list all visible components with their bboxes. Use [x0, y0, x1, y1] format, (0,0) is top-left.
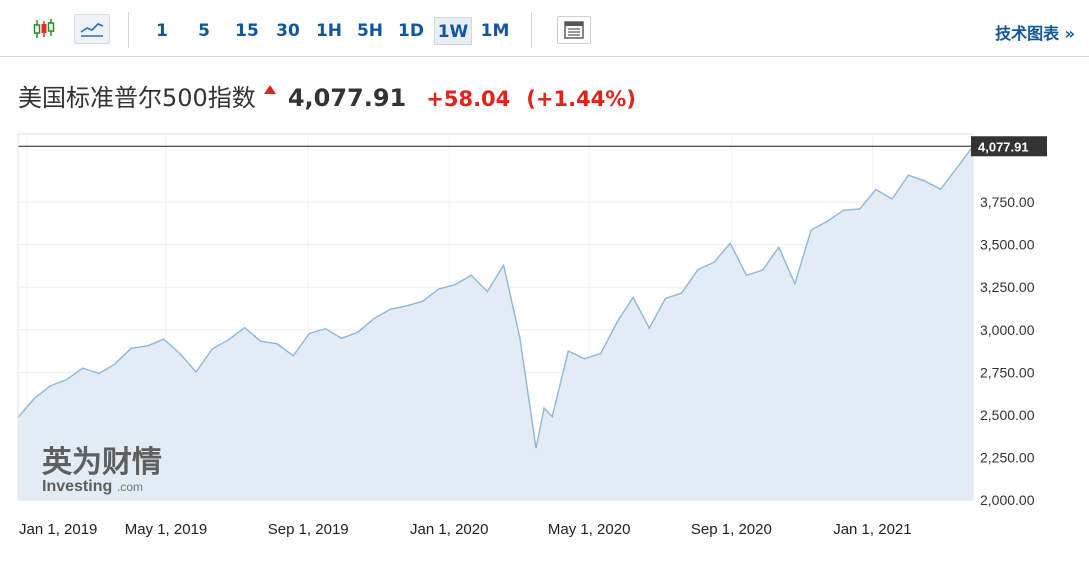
- current-price-tag-bg: [971, 136, 1047, 157]
- index-name: 美国标准普尔500指数: [18, 84, 256, 112]
- current-price-tag-label: 4,077.91: [978, 139, 1029, 154]
- watermark-suffix: .com: [117, 480, 143, 494]
- interval-1m-button[interactable]: 1M: [480, 21, 510, 41]
- y-tick-label: 3,000.00: [980, 322, 1035, 338]
- price-line: [17, 145, 974, 449]
- x-tick-label: Jan 1, 2020: [410, 521, 488, 538]
- interval-30-button[interactable]: 30: [276, 21, 300, 41]
- watermark-en: Investing: [42, 478, 112, 495]
- interval-5h-button[interactable]: 5H: [356, 21, 384, 41]
- table-icon[interactable]: [557, 16, 591, 44]
- y-axis: 2,000.00 2,250.00 2,500.00 2,750.00 3,000.00…: [980, 194, 1035, 508]
- watermark-cn: 英为财情: [42, 445, 162, 480]
- up-arrow-icon: [263, 85, 276, 94]
- watermark: 英为财情 Investing .com: [42, 445, 162, 495]
- candlestick-icon[interactable]: [26, 14, 62, 44]
- x-tick-label: May 1, 2019: [125, 521, 208, 538]
- x-axis: Jan 1, 2019 May 1, 2019 Sep 1, 2019 Jan 1, …: [19, 521, 912, 538]
- y-tick-label: 2,750.00: [980, 364, 1035, 380]
- area-chart-icon-graphic: [80, 23, 104, 37]
- y-tick-label: 2,500.00: [980, 407, 1035, 423]
- y-tick-label: 3,750.00: [980, 194, 1035, 210]
- last-price: 4,077.91: [287, 84, 407, 112]
- interval-1h-button[interactable]: 1H: [315, 21, 343, 41]
- interval-1w-button[interactable]: 1W: [434, 17, 472, 45]
- y-tick-label: 2,000.00: [980, 492, 1035, 508]
- price-change-percent: (+1.44%): [526, 87, 636, 111]
- plot-area-border: [17, 133, 974, 501]
- price-area-fill: [18, 146, 973, 501]
- y-tick-label: 2,250.00: [980, 449, 1035, 465]
- interval-15-button[interactable]: 15: [235, 21, 259, 41]
- x-tick-label: Jan 1, 2021: [833, 521, 911, 538]
- candlestick-icon-graphic: [33, 19, 55, 38]
- y-tick-label: 3,500.00: [980, 237, 1035, 253]
- x-tick-label: Jan 1, 2019: [19, 521, 97, 538]
- chart-toolbar: 1 5 15 30 1H 5H 1D 1W 1M 技术图表 »: [0, 0, 1089, 57]
- x-tick-label: Sep 1, 2020: [691, 521, 772, 538]
- interval-1-button[interactable]: 1: [156, 21, 168, 41]
- toolbar-separator: [531, 12, 532, 48]
- area-chart-icon[interactable]: [74, 14, 110, 44]
- interval-1d-button[interactable]: 1D: [398, 21, 424, 41]
- y-tick-label: 3,250.00: [980, 279, 1035, 295]
- x-tick-label: Sep 1, 2019: [268, 521, 349, 538]
- toolbar-separator: [128, 12, 129, 48]
- interval-5-button[interactable]: 5: [198, 21, 210, 41]
- table-icon-graphic: [564, 21, 584, 39]
- current-price-tag: 4,077.91: [971, 136, 1047, 157]
- price-change: +58.04: [426, 87, 511, 111]
- quote-header: 美国标准普尔500指数 4,077.91 +58.04 (+1.44%): [18, 78, 636, 114]
- x-tick-label: May 1, 2020: [548, 521, 631, 538]
- tech-chart-link[interactable]: 技术图表 »: [995, 24, 1075, 43]
